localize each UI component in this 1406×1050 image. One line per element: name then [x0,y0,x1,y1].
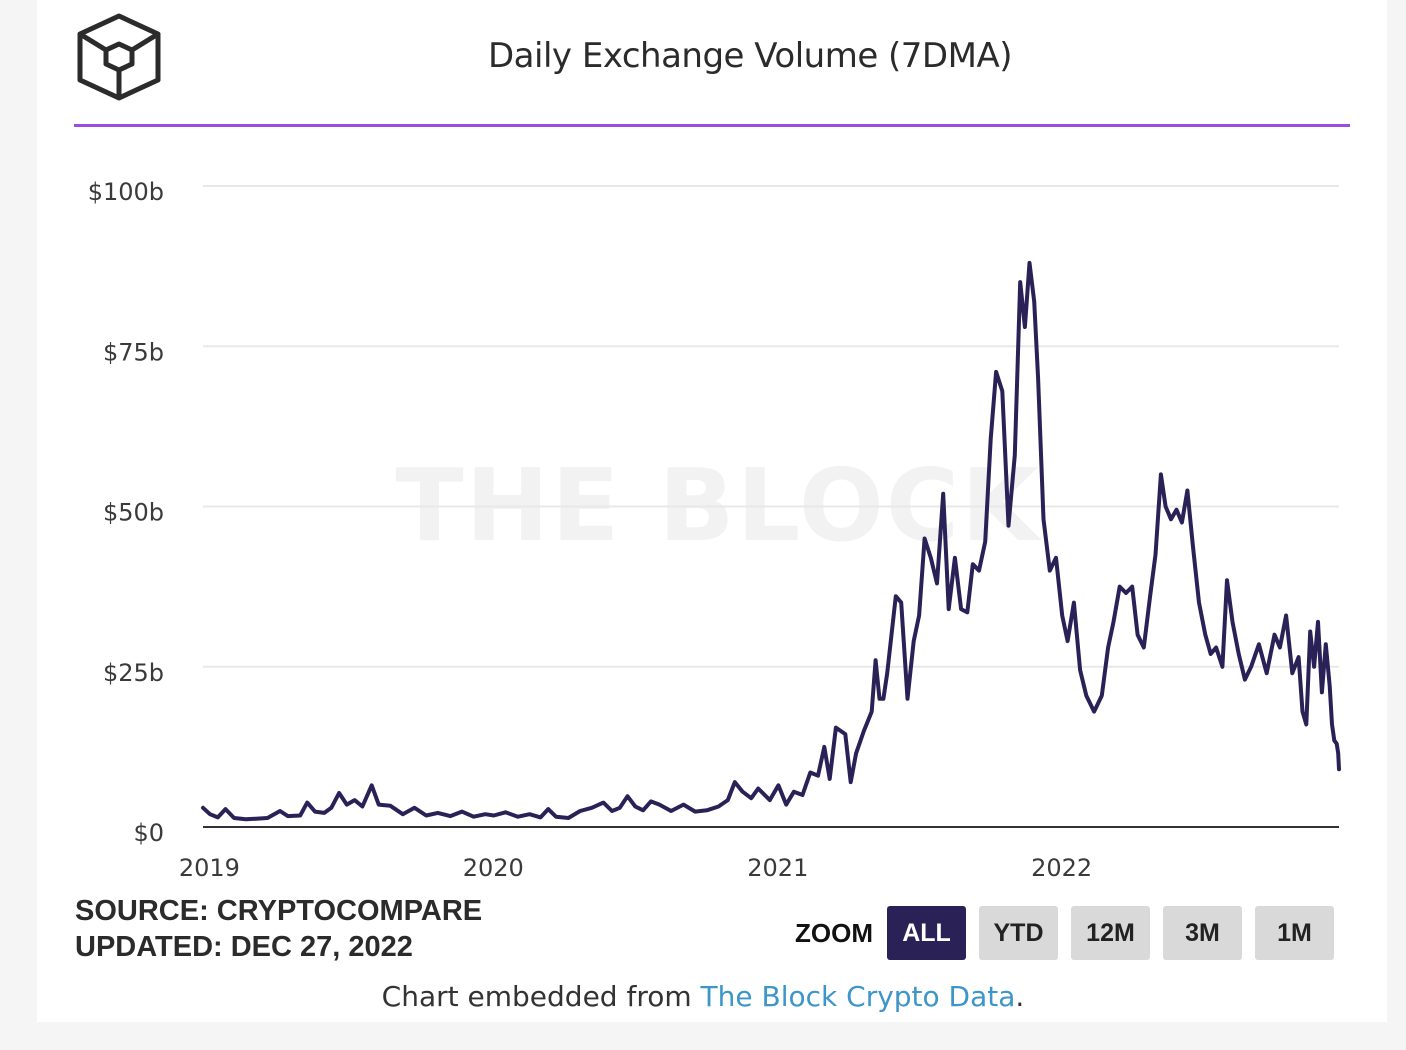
footer-prefix: Chart embedded from [381,980,701,1013]
footer-suffix: . [1015,980,1025,1013]
x-tick-label: 2022 [1031,854,1092,882]
zoom-12m-button[interactable]: 12M [1071,906,1150,960]
series-line[interactable] [201,260,1341,822]
x-tick-label: 2020 [463,854,524,882]
y-tick-label: $50b [103,499,164,527]
the-block-logo-icon[interactable] [74,12,164,102]
chart-title: Daily Exchange Volume (7DMA) [488,36,1012,76]
chart-card [37,0,1387,1022]
zoom-controls: ZOOM ALL YTD 12M 3M 1M [795,905,1347,961]
zoom-1m-button[interactable]: 1M [1255,906,1334,960]
updated-line: UPDATED: DEC 27, 2022 [75,931,413,963]
zoom-all-button[interactable]: ALL [887,906,966,960]
source-line: SOURCE: CRYPTOCOMPARE [75,895,483,927]
title-divider [74,124,1350,127]
x-axis-ticks: 2019 2020 2021 2022 [179,854,1092,882]
zoom-label: ZOOM [795,917,873,948]
y-tick-label: $0 [133,819,164,847]
y-tick-label: $25b [103,659,164,687]
grid-lines [203,185,1339,668]
zoom-3m-button[interactable]: 3M [1163,906,1242,960]
zoom-ytd-button[interactable]: YTD [979,906,1058,960]
x-tick-label: 2021 [747,854,808,882]
y-axis-ticks: $0 $25b $50b $75b $100b [88,178,164,847]
the-block-data-link[interactable]: The Block Crypto Data [700,980,1016,1013]
source-note: SOURCE: CRYPTOCOMPARE UPDATED: DEC 27, 2… [75,893,482,965]
embed-footer: Chart embedded from The Block Crypto Dat… [0,980,1406,1013]
line-chart: THE BLOCK $0$25b$50b$75b$100b 2019 2020 20… [88,178,1341,882]
y-tick-label: $75b [103,338,164,366]
x-tick-label: 2019 [179,854,240,882]
y-tick-label: $100b [88,178,164,206]
